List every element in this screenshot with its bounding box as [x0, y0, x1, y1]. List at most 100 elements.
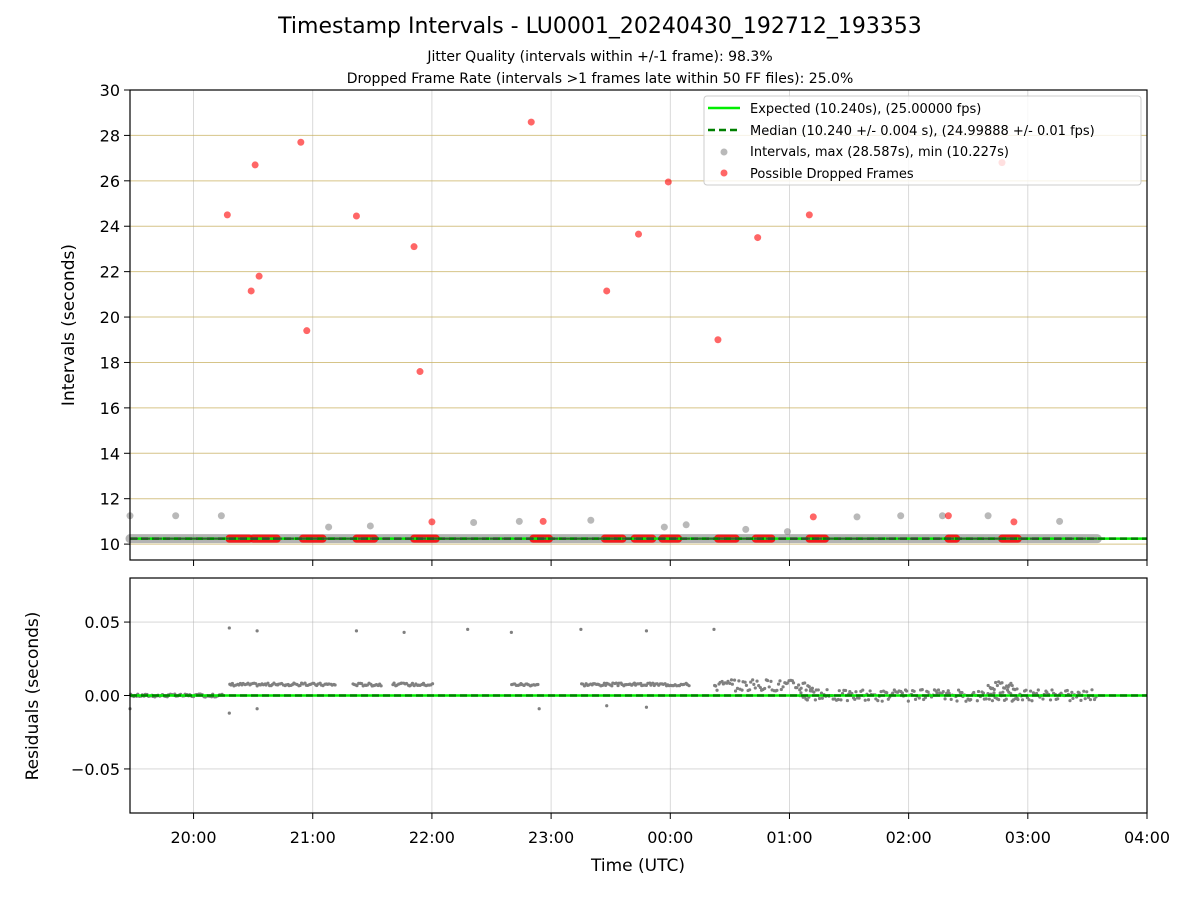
- bottom-y-tick-label: −0.05: [71, 760, 120, 779]
- residual-point: [863, 698, 867, 702]
- legend-dropped-swatch: [720, 169, 728, 177]
- residual-point: [355, 684, 359, 688]
- residual-point: [984, 697, 988, 701]
- top-y-tick-label: 20: [100, 308, 120, 327]
- residual-point: [776, 682, 781, 686]
- dropped-frame-point: [664, 178, 672, 186]
- x-tick-label: 22:00: [409, 828, 455, 847]
- residual-point: [410, 681, 415, 685]
- residual-point: [947, 691, 951, 695]
- residual-point: [740, 688, 744, 692]
- residual-outlier-point: [605, 704, 609, 708]
- residual-point: [1015, 687, 1019, 691]
- residual-point: [1029, 689, 1033, 693]
- residual-point: [266, 681, 270, 685]
- residual-point: [733, 689, 738, 693]
- residual-point: [994, 680, 998, 685]
- residual-point: [751, 678, 755, 682]
- residual-point: [755, 679, 759, 683]
- residual-point: [779, 687, 783, 692]
- residual-point: [866, 698, 871, 702]
- residual-point: [906, 699, 910, 703]
- residual-point: [969, 697, 973, 702]
- residual-point: [1071, 696, 1075, 701]
- residual-point: [848, 689, 852, 694]
- residual-outlier-point: [509, 630, 513, 634]
- residual-point: [1090, 688, 1094, 692]
- interval-point: [897, 512, 905, 520]
- residual-point: [1083, 697, 1087, 701]
- residual-point: [936, 688, 941, 692]
- residual-point: [360, 681, 364, 686]
- legend-frame: [703, 95, 1142, 186]
- residual-point: [819, 691, 824, 695]
- top-y-tick-label: 22: [100, 263, 120, 282]
- interval-point: [587, 516, 595, 524]
- residual-point: [1036, 688, 1040, 692]
- dropped-frame-point: [428, 518, 436, 526]
- residual-point: [1001, 690, 1005, 694]
- dropped-frame-point: [944, 512, 952, 520]
- residual-point: [825, 688, 829, 692]
- residual-point: [769, 679, 773, 684]
- residual-point: [964, 699, 968, 703]
- dropped-frame-point: [527, 118, 535, 126]
- interval-point: [217, 512, 225, 520]
- x-axis-label: Time (UTC): [590, 856, 685, 876]
- bottom-y-tick-label: 0.00: [84, 687, 120, 706]
- residual-point: [753, 686, 757, 690]
- residual-point: [1085, 690, 1089, 694]
- interval-point: [515, 517, 523, 525]
- residual-point: [912, 689, 916, 693]
- interval-point: [742, 525, 750, 533]
- residual-point: [430, 682, 435, 686]
- residual-point: [987, 697, 991, 701]
- residual-point: [1065, 688, 1069, 693]
- residual-point: [816, 688, 820, 692]
- residual-point: [614, 681, 618, 685]
- interval-point: [938, 512, 946, 520]
- residual-point: [767, 685, 771, 689]
- residual-point: [752, 682, 756, 686]
- residual-point: [1003, 686, 1007, 690]
- residual-point: [799, 686, 803, 690]
- residual-point: [1041, 697, 1045, 701]
- dropped-frame-point: [251, 161, 259, 169]
- interval-point: [783, 528, 791, 536]
- residual-point: [715, 688, 719, 692]
- dropped-frame-point: [635, 230, 642, 238]
- residual-point: [810, 686, 814, 690]
- residual-outlier-point: [537, 707, 541, 711]
- residual-point: [926, 690, 930, 694]
- residual-outlier-point: [354, 629, 359, 633]
- residual-point: [949, 697, 953, 702]
- residual-point: [990, 699, 995, 703]
- residual-point: [728, 681, 732, 685]
- legend: Expected (10.240s), (25.00000 fps) Media…: [703, 95, 1142, 186]
- dropped-frame-point: [303, 327, 311, 335]
- residual-point: [804, 688, 808, 692]
- residual-point: [813, 698, 817, 702]
- axes: 10 12 14 16 18 20 22 24 26 28 30 0.05 0.00 −0.05 20:00…: [71, 81, 1170, 847]
- dropped-frame-point: [410, 243, 418, 251]
- residual-point: [1030, 699, 1034, 703]
- top-y-tick-label: 26: [100, 172, 120, 191]
- residual-point: [839, 698, 843, 702]
- residual-point: [744, 683, 748, 687]
- residual-point: [879, 690, 883, 694]
- residual-point: [1004, 697, 1008, 701]
- residual-point: [720, 679, 724, 684]
- residual-point: [997, 698, 1001, 702]
- residual-outlier-point: [402, 630, 406, 634]
- dropped-frame-point: [1010, 518, 1018, 526]
- x-tick-label: 21:00: [290, 828, 336, 847]
- residual-point: [876, 698, 880, 703]
- residual-outlier-point: [712, 627, 716, 632]
- residual-outlier-point: [227, 711, 231, 715]
- chart-title: Timestamp Intervals - LU0001_20240430_19…: [278, 14, 922, 39]
- residual-point: [857, 696, 861, 700]
- residual-point: [900, 691, 904, 695]
- residual-point: [941, 690, 945, 694]
- residual-point: [981, 691, 986, 695]
- residual-outlier-point: [579, 627, 583, 632]
